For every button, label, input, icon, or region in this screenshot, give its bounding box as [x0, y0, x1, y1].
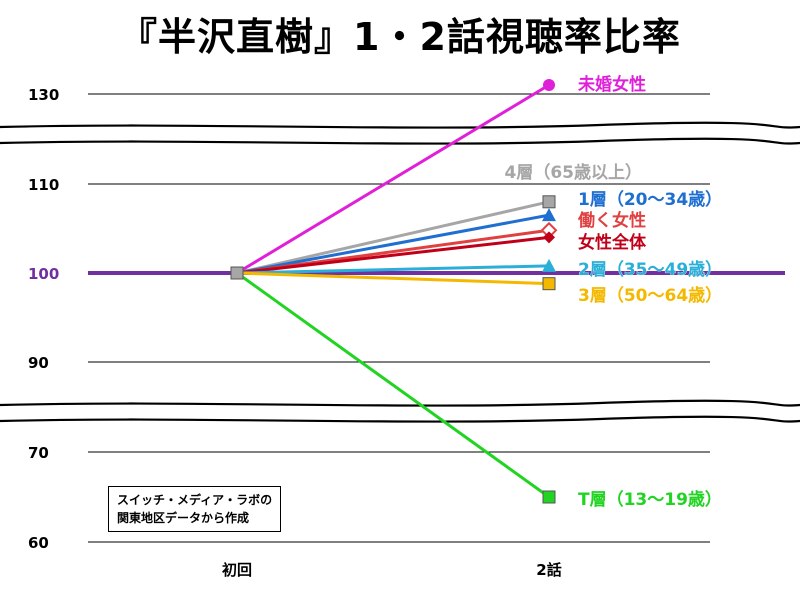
source-note-line-1: スイッチ・メディア・ラボの [117, 493, 273, 507]
data-point [543, 231, 555, 244]
axis-break-line [0, 415, 800, 423]
source-note: スイッチ・メディア・ラボの 関東地区データから作成 [108, 486, 282, 532]
series-label: 3層（50～64歳） [578, 285, 722, 306]
series-line [236, 271, 550, 286]
y-tick-label: 110 [28, 176, 59, 194]
y-tick-label: 90 [28, 354, 49, 372]
source-note-line-2: 関東地区データから作成 [117, 511, 250, 525]
x-tick-label: 初回 [222, 561, 252, 579]
series-line [236, 264, 550, 275]
series-line [236, 213, 550, 275]
series-label: 1層（20～34歳） [578, 189, 722, 210]
series-label: 女性全体 [578, 232, 647, 253]
series-label: 未婚女性 [577, 74, 646, 95]
series-label: T層（13～19歳） [578, 489, 722, 510]
start-point [230, 266, 244, 280]
grid-layer [88, 93, 785, 543]
series-label: 4層（65歳以上） [505, 162, 643, 183]
chart-title: 『半沢直樹』1・2話視聴率比率 [119, 15, 681, 59]
x-tick-label-layer: 初回 2話 [222, 561, 562, 579]
axis-break-layer [0, 121, 800, 423]
series-label: 2層（35～49歳） [578, 259, 722, 280]
axis-break-line [0, 137, 800, 145]
y-tick-label: 60 [28, 534, 49, 552]
series-line [236, 271, 550, 499]
series-line [236, 235, 550, 275]
y-tick-label: 100 [28, 265, 59, 283]
axis-break-line [0, 399, 800, 407]
y-tick-label: 70 [28, 444, 49, 462]
series-layer [230, 79, 558, 504]
data-point [542, 195, 556, 209]
series-line [236, 200, 550, 275]
y-tick-label: 130 [28, 86, 59, 104]
data-point [542, 277, 556, 291]
data-point [543, 79, 555, 91]
series-line [236, 83, 550, 275]
data-point [542, 490, 556, 504]
data-point [542, 258, 556, 272]
x-tick-label: 2話 [536, 561, 561, 579]
series-label: 働く女性 [577, 210, 646, 231]
axis-break-line [0, 121, 800, 129]
data-point [542, 208, 556, 222]
y-tick-label-layer: 130 110 100 90 70 60 [28, 86, 59, 552]
